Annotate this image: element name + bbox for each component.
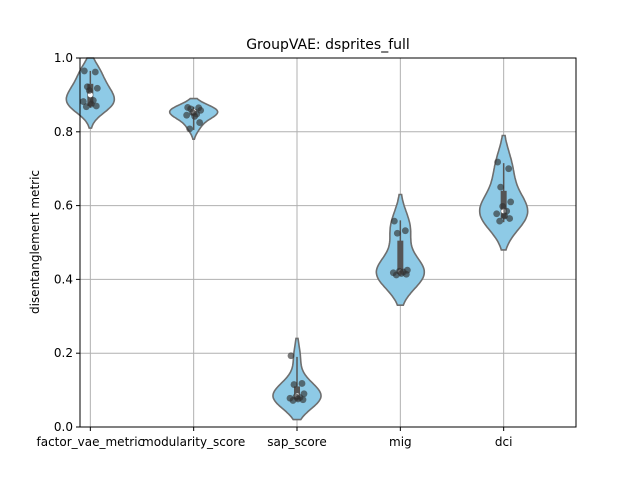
- data-point: [85, 87, 93, 94]
- y-tick-label: 1.0: [54, 51, 73, 65]
- data-point: [299, 396, 307, 404]
- data-point: [82, 103, 90, 111]
- data-point: [496, 217, 504, 225]
- data-points: [79, 67, 515, 404]
- data-point: [289, 397, 297, 404]
- y-tick-label: 0.6: [54, 199, 73, 213]
- y-tick-label: 0.4: [54, 272, 73, 286]
- data-point: [505, 165, 513, 173]
- data-point: [79, 98, 87, 105]
- x-tick-label: mig: [389, 435, 412, 449]
- data-point: [298, 380, 306, 387]
- data-point: [493, 210, 501, 218]
- data-point: [91, 68, 99, 76]
- x-tick-label: factor_vae_metric: [37, 435, 145, 449]
- data-point: [402, 270, 410, 278]
- y-tick-label: 0.2: [54, 346, 73, 360]
- x-tick-label: sap_score: [267, 435, 326, 449]
- data-point: [80, 67, 88, 75]
- data-point: [92, 102, 100, 110]
- box-sap_score: [294, 386, 300, 400]
- data-point: [183, 111, 191, 119]
- y-axis-label: disentanglement metric: [28, 170, 42, 314]
- data-point: [494, 158, 502, 166]
- data-point: [393, 229, 401, 237]
- data-point: [392, 271, 400, 279]
- data-point: [506, 215, 514, 222]
- x-tick-label: dci: [495, 435, 513, 449]
- data-point: [290, 381, 298, 388]
- data-point: [499, 202, 507, 210]
- data-point: [191, 112, 199, 120]
- data-point: [196, 119, 204, 126]
- data-point: [497, 183, 505, 191]
- data-point: [507, 198, 515, 206]
- plot-frame: [79, 57, 577, 428]
- box-mig: [397, 240, 404, 274]
- y-tick-label: 0.0: [54, 420, 73, 434]
- data-point: [401, 227, 409, 235]
- axes: 0.0 0.2 0.4 0.6 0.8 1.0 factor_vae_metricmodul…: [37, 51, 513, 449]
- y-tick-label: 0.8: [54, 125, 73, 139]
- x-tick-label: modularity_score: [142, 435, 245, 449]
- data-point: [287, 352, 295, 360]
- data-point: [501, 212, 509, 220]
- data-point: [93, 84, 101, 92]
- data-point: [186, 125, 194, 133]
- chart-title: GroupVAE: dsprites_full: [246, 37, 410, 53]
- data-point: [390, 217, 398, 225]
